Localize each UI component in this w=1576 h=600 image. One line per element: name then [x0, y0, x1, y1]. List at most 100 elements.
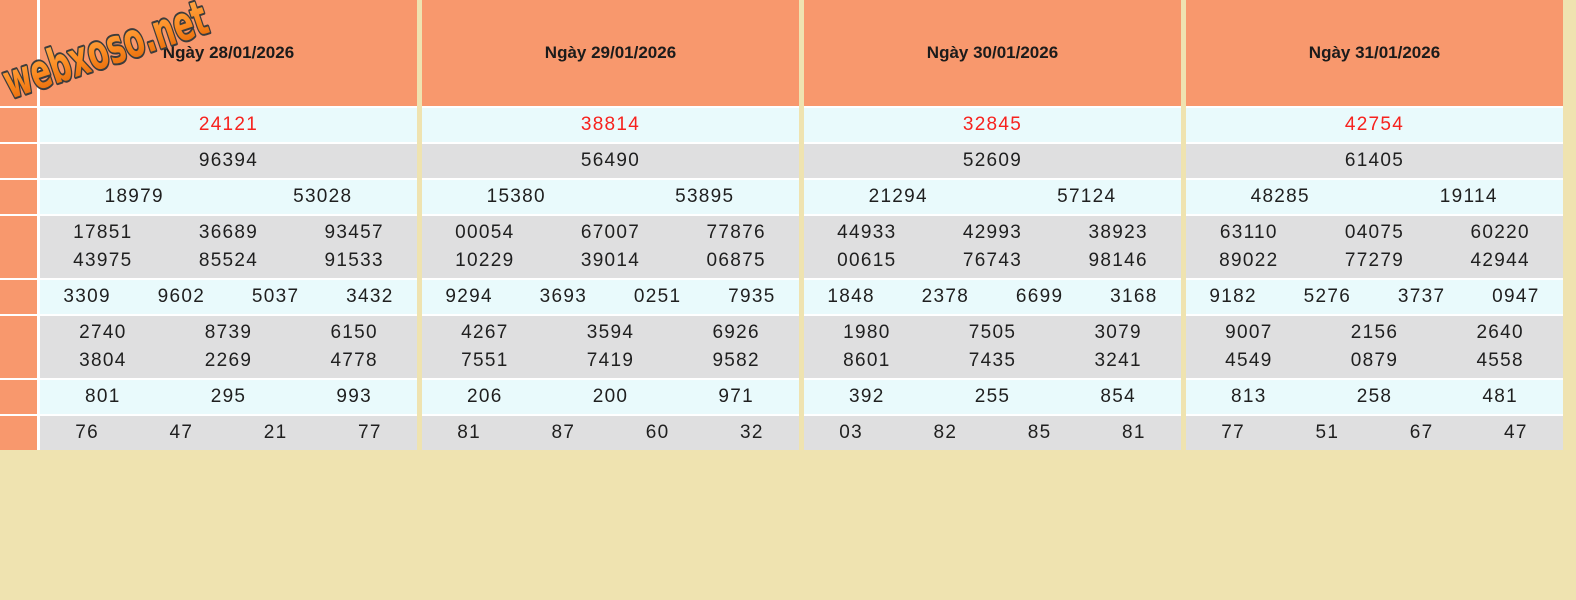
date-header: Ngày 28/01/2026 [40, 0, 417, 106]
third-prize-cell-number: 06875 [706, 250, 766, 271]
third-prize-cell-number: 60220 [1470, 222, 1530, 243]
second-prize-row: 21294 57124 [804, 180, 1181, 214]
fifth-prize-cell: 7505 7435 [930, 316, 1056, 378]
third-prize-cell-number: 67007 [580, 222, 641, 243]
third-prize-row: 63110 89022 04075 77279 60220 42944 [1186, 216, 1563, 278]
seventh-prize-cell: 82 [933, 422, 958, 443]
fifth-prize-cell: 8739 2269 [166, 316, 292, 378]
fifth-prize-cell-number: 4267 [461, 322, 509, 343]
second-prize-cell: 21294 [868, 186, 928, 207]
second-prize-row: 48285 19114 [1186, 180, 1563, 214]
label-cell-second-prize [0, 180, 37, 214]
third-prize-cell-number: 93457 [324, 222, 384, 243]
third-prize-cell-number: 42944 [1470, 250, 1530, 271]
fifth-prize-cell-number: 4778 [330, 350, 378, 371]
third-prize-cell-number: 39014 [580, 250, 641, 271]
date-header: Ngày 30/01/2026 [804, 0, 1181, 106]
label-cell-fifth-prize [0, 316, 37, 378]
third-prize-cell-number: 63110 [1219, 222, 1278, 243]
third-prize-cell: 63110 89022 [1186, 216, 1312, 278]
special-prize-row: 24121 [40, 108, 417, 142]
first-prize-cell: 96394 [198, 150, 259, 171]
fifth-prize-row: 1980 8601 7505 7435 3079 3241 [804, 316, 1181, 378]
fifth-prize-cell-number: 1980 [843, 322, 891, 343]
fourth-prize-cell: 3432 [346, 286, 394, 307]
fifth-prize-cell: 4267 7551 [422, 316, 548, 378]
day-column-4: Ngày 31/01/2026 42754 61405 48285 19114 63110… [1186, 0, 1563, 450]
fifth-prize-cell: 3079 3241 [1055, 316, 1181, 378]
seventh-prize-cell: 51 [1315, 422, 1340, 443]
third-prize-cell: 17851 43975 [40, 216, 166, 278]
fourth-prize-cell: 0947 [1492, 286, 1540, 307]
seventh-prize-cell: 21 [263, 422, 288, 443]
first-prize-row: 61405 [1186, 144, 1563, 178]
first-prize-cell: 61405 [1344, 150, 1405, 171]
fourth-prize-cell: 7935 [728, 286, 776, 307]
fifth-prize-row: 9007 4549 2156 0879 2640 4558 [1186, 316, 1563, 378]
third-prize-cell: 04075 77279 [1312, 216, 1438, 278]
third-prize-cell: 38923 98146 [1055, 216, 1181, 278]
label-cell-first-prize [0, 144, 37, 178]
special-prize-cell: 32845 [962, 114, 1023, 135]
label-cell-header [0, 0, 37, 106]
fifth-prize-cell-number: 3594 [586, 322, 635, 343]
seventh-prize-row: 81 87 60 32 [422, 416, 799, 450]
label-cell-special-prize [0, 108, 37, 142]
fourth-prize-cell: 3168 [1110, 286, 1158, 307]
third-prize-cell: 60220 42944 [1437, 216, 1563, 278]
third-prize-cell-number: 89022 [1219, 250, 1279, 271]
fourth-prize-cell: 3309 [63, 286, 111, 307]
fifth-prize-cell-number: 0879 [1350, 350, 1399, 371]
seventh-prize-cell: 85 [1027, 422, 1052, 443]
first-prize-cell: 56490 [580, 150, 641, 171]
third-prize-cell: 93457 91533 [291, 216, 417, 278]
label-cell-fourth-prize [0, 280, 37, 314]
date-header: Ngày 29/01/2026 [422, 0, 799, 106]
sixth-prize-cell: 258 [1356, 386, 1393, 407]
sixth-prize-cell: 971 [718, 386, 754, 407]
fifth-prize-cell-number: 9582 [712, 350, 760, 371]
day-column-2: Ngày 29/01/2026 38814 56490 15380 53895 00054… [422, 0, 799, 450]
fifth-prize-cell-number: 2740 [79, 322, 127, 343]
fifth-prize-cell: 1980 8601 [804, 316, 930, 378]
third-prize-cell-number: 42993 [962, 222, 1023, 243]
sixth-prize-cell: 392 [849, 386, 885, 407]
day-column-1: Ngày 28/01/2026 24121 96394 18979 53028 17851… [40, 0, 417, 450]
third-prize-cell: 42993 76743 [930, 216, 1056, 278]
fourth-prize-row: 9294 3693 0251 7935 [422, 280, 799, 314]
seventh-prize-row: 76 47 21 77 [40, 416, 417, 450]
sixth-prize-cell: 813 [1231, 386, 1267, 407]
seventh-prize-row: 77 51 67 47 [1186, 416, 1563, 450]
seventh-prize-cell: 81 [1122, 422, 1146, 443]
seventh-prize-row: 03 82 85 81 [804, 416, 1181, 450]
second-prize-row: 18979 53028 [40, 180, 417, 214]
fourth-prize-cell: 1848 [827, 286, 875, 307]
label-cell-seventh-prize [0, 416, 37, 450]
sixth-prize-row: 392 255 854 [804, 380, 1181, 414]
fifth-prize-cell-number: 3241 [1094, 350, 1142, 371]
third-prize-cell: 44933 00615 [804, 216, 930, 278]
prize-label-column [0, 0, 40, 450]
sixth-prize-row: 801 295 993 [40, 380, 417, 414]
first-prize-row: 52609 [804, 144, 1181, 178]
seventh-prize-cell: 81 [457, 422, 481, 443]
sixth-prize-cell: 801 [85, 386, 121, 407]
fifth-prize-cell-number: 6150 [330, 322, 378, 343]
fourth-prize-cell: 9182 [1209, 286, 1257, 307]
third-prize-cell-number: 91533 [324, 250, 384, 271]
fifth-prize-cell: 6150 4778 [291, 316, 417, 378]
second-prize-cell: 53028 [293, 186, 353, 207]
third-prize-cell-number: 17851 [73, 222, 133, 243]
fifth-prize-cell-number: 2640 [1476, 322, 1524, 343]
third-prize-cell: 77876 06875 [673, 216, 799, 278]
seventh-prize-cell: 32 [740, 422, 764, 443]
fifth-prize-cell-number: 2156 [1350, 322, 1399, 343]
special-prize-cell: 24121 [198, 114, 259, 135]
fourth-prize-cell: 2378 [921, 286, 970, 307]
third-prize-cell-number: 43975 [73, 250, 133, 271]
first-prize-row: 56490 [422, 144, 799, 178]
fifth-prize-cell-number: 3079 [1094, 322, 1142, 343]
fifth-prize-cell: 3594 7419 [548, 316, 674, 378]
sixth-prize-cell: 295 [210, 386, 247, 407]
fifth-prize-cell-number: 7435 [968, 350, 1017, 371]
